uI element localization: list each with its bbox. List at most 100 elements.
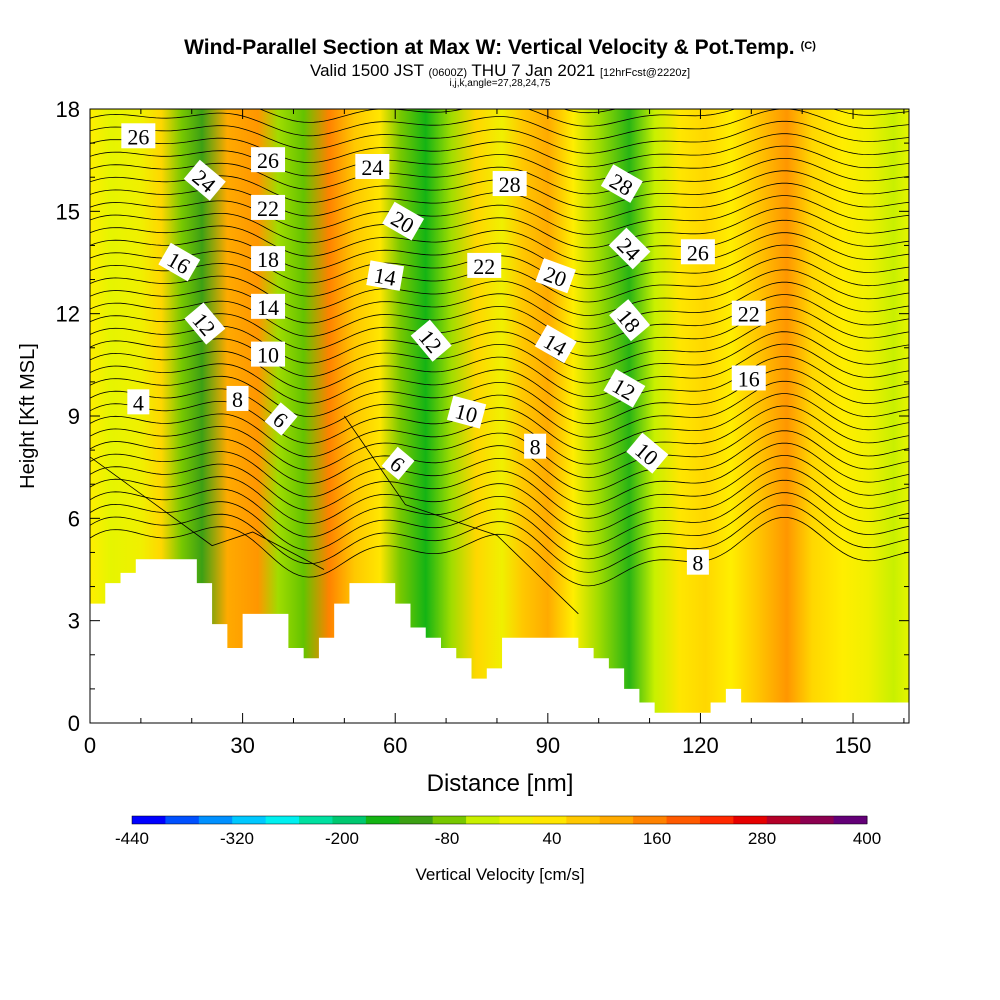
y-tick-label: 3 — [68, 609, 80, 634]
x-tick-label: 60 — [383, 733, 407, 758]
colorbar-swatch — [232, 816, 267, 824]
contour-label: 26 — [251, 147, 286, 173]
theta-contour-line — [90, 442, 909, 506]
contour-label-box — [603, 368, 646, 408]
theta-contour-line — [90, 120, 909, 154]
theta-contour-line — [90, 467, 909, 533]
contour-label-box — [251, 341, 286, 367]
contour-label-text: 28 — [499, 172, 521, 197]
vertical-velocity-field — [90, 109, 909, 723]
y-tick-label: 0 — [68, 711, 80, 736]
theta-contour-line — [90, 430, 909, 492]
colorbar-swatch — [566, 816, 601, 824]
x-tick-label: 90 — [536, 733, 560, 758]
theta-contour-line — [90, 393, 909, 452]
contour-label-box — [609, 299, 651, 342]
contour-label-box — [535, 258, 576, 294]
contour-label-box — [355, 153, 390, 179]
contour-label-text: 18 — [257, 247, 279, 272]
contour-label-text: 14 — [372, 262, 398, 290]
contour-label-box — [366, 260, 405, 291]
contour-label-box — [381, 446, 415, 481]
colorbar-swatch — [699, 816, 734, 824]
valid-date: THU 7 Jan 2021 — [471, 61, 596, 80]
chart-main-title: Wind-Parallel Section at Max W: Vertical… — [0, 36, 1000, 60]
theta-contour-line — [90, 133, 909, 168]
contour-label: 10 — [251, 341, 286, 368]
theta-contour-line — [90, 294, 909, 343]
contour-label-box — [251, 293, 286, 319]
theta-contour-line — [90, 319, 909, 371]
colorbar-swatch — [800, 816, 835, 824]
colorbar-swatch — [265, 816, 300, 824]
theta-contour-line — [90, 232, 909, 276]
colorbar-tick-label: 160 — [643, 829, 671, 848]
contour-label-box — [626, 432, 669, 474]
colorbar-swatch — [432, 816, 467, 824]
contour-label-box — [183, 159, 226, 201]
contour-label-box — [446, 395, 487, 429]
colorbar-swatch — [365, 816, 400, 824]
x-tick-label: 0 — [84, 733, 96, 758]
contour-label: 10 — [446, 395, 487, 429]
colorbar-swatch — [666, 816, 701, 824]
contour-label-box — [158, 242, 201, 282]
colorbar-swatch — [165, 816, 200, 824]
x-tick-label: 120 — [682, 733, 719, 758]
potential-temperature-contours — [90, 109, 909, 615]
colorbar-swatch — [399, 816, 434, 824]
contour-label: 24 — [355, 153, 390, 180]
contour-label: 18 — [251, 246, 286, 272]
colorbar: -440 -320 -200 -80 40 160 280 400 — [115, 815, 881, 848]
x-axis-label: Distance [nm] — [427, 770, 574, 797]
theta-contour-line — [301, 109, 618, 114]
contour-label: 16 — [731, 365, 766, 391]
colorbar-tick-label: -440 — [115, 829, 149, 848]
copyright-mark: (C) — [800, 40, 816, 52]
contour-label-box — [467, 252, 502, 278]
theta-contour-line — [90, 306, 909, 357]
contour-label-box — [492, 171, 527, 197]
contour-label-text: 14 — [257, 295, 279, 320]
contour-label: 20 — [535, 258, 576, 294]
theta-contour-line — [90, 109, 909, 141]
contour-label-box — [534, 324, 577, 364]
contour-label-box — [121, 123, 156, 149]
contour-label-text: 22 — [473, 254, 495, 279]
contour-label: 26 — [680, 239, 715, 265]
theta-contour-line — [90, 158, 909, 195]
contour-label-text: 24 — [361, 155, 383, 180]
colorbar-swatch — [198, 816, 233, 824]
theta-contour-line — [90, 368, 909, 425]
grid-index-subtitle: i,j,k,angle=27,28,24,75 — [449, 78, 551, 89]
theta-contour-line — [90, 145, 909, 181]
contour-label-box — [686, 549, 709, 575]
contour-label: 28 — [492, 171, 527, 197]
colorbar-tick-label: 400 — [853, 829, 881, 848]
y-tick-label: 12 — [56, 302, 80, 327]
colorbar-swatch — [733, 816, 768, 824]
theta-contour-line — [90, 380, 909, 438]
valid-prefix: Valid 1500 JST — [310, 61, 424, 80]
contour-label: 26 — [121, 123, 156, 149]
contour-label-text: 22 — [738, 302, 760, 327]
forecast-info: [12hrFcst@2220z] — [599, 67, 690, 79]
colorbar-swatch — [132, 816, 166, 824]
contour-label-box — [731, 365, 766, 391]
contour-label-box — [264, 402, 298, 436]
contour-label-box — [226, 385, 249, 411]
colorbar-frame — [131, 815, 868, 825]
theta-contour-line — [90, 207, 909, 249]
colorbar-tick-label: -320 — [220, 829, 254, 848]
contour-label-text: 10 — [257, 343, 279, 368]
theta-contour-line — [90, 195, 909, 235]
colorbar-swatch — [833, 816, 868, 824]
y-tick-label: 6 — [68, 506, 80, 531]
contour-label: 22 — [731, 300, 766, 327]
theta-contour-line — [90, 455, 909, 519]
y-tick-label: 15 — [56, 199, 80, 224]
contour-label-text: 8 — [692, 551, 703, 576]
contour-label-text: 26 — [687, 240, 709, 265]
